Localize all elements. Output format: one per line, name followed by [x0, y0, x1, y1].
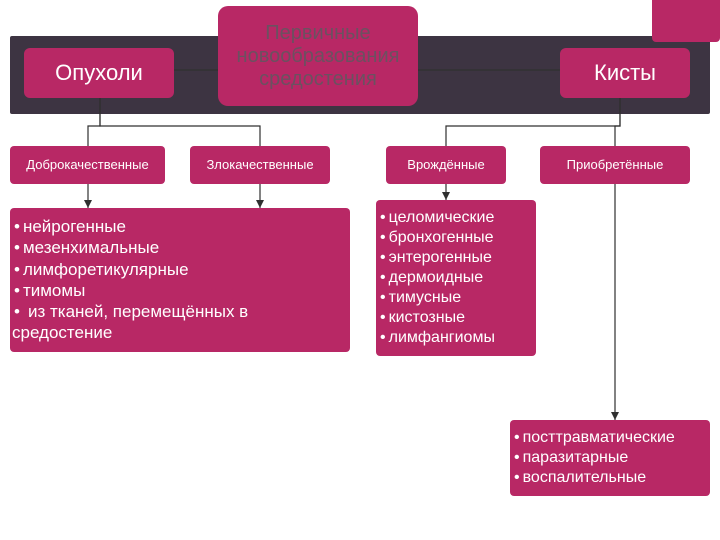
title-box: Первичные новообразования средостения [218, 6, 418, 106]
list-item: бронхогенные [378, 228, 530, 248]
node-acquired: Приобретённые [540, 146, 690, 184]
acquired-types-ul: посттравматические паразитарные воспалит… [512, 428, 704, 488]
congenital-label: Врождённые [407, 158, 484, 172]
node-benign: Доброкачественные [10, 146, 165, 184]
list-item: из тканей, перемещённых в средостение [12, 301, 344, 344]
node-cysts: Кисты [560, 48, 690, 98]
list-acquired-types: посттравматические паразитарные воспалит… [510, 420, 710, 496]
acquired-label: Приобретённые [567, 158, 664, 172]
list-item: дермоидные [378, 268, 530, 288]
list-item: посттравматические [512, 428, 704, 448]
tumor-types-ul: нейрогенные мезенхимальные лимфоретикуля… [12, 216, 344, 344]
tumors-label: Опухоли [55, 60, 143, 86]
list-item: кистозные [378, 308, 530, 328]
list-item: мезенхимальные [12, 237, 344, 258]
list-item: паразитарные [512, 448, 704, 468]
list-item: воспалительные [512, 468, 704, 488]
node-congenital: Врождённые [386, 146, 506, 184]
list-item: нейрогенные [12, 216, 344, 237]
list-congenital-types: целомические бронхогенные энтерогенные д… [376, 200, 536, 356]
malignant-label: Злокачественные [206, 158, 313, 172]
node-malignant: Злокачественные [190, 146, 330, 184]
congenital-types-ul: целомические бронхогенные энтерогенные д… [378, 208, 530, 348]
list-item: тимусные [378, 288, 530, 308]
cysts-label: Кисты [594, 60, 656, 86]
list-tumor-types: нейрогенные мезенхимальные лимфоретикуля… [10, 208, 350, 352]
title-text: Первичные новообразования средостения [222, 22, 414, 91]
list-item: энтерогенные [378, 248, 530, 268]
list-item: лимфоретикулярные [12, 259, 344, 280]
corner-tab [652, 0, 720, 42]
list-item: тимомы [12, 280, 344, 301]
list-item: целомические [378, 208, 530, 228]
benign-label: Доброкачественные [26, 158, 148, 172]
list-item: лимфангиомы [378, 328, 530, 348]
node-tumors: Опухоли [24, 48, 174, 98]
